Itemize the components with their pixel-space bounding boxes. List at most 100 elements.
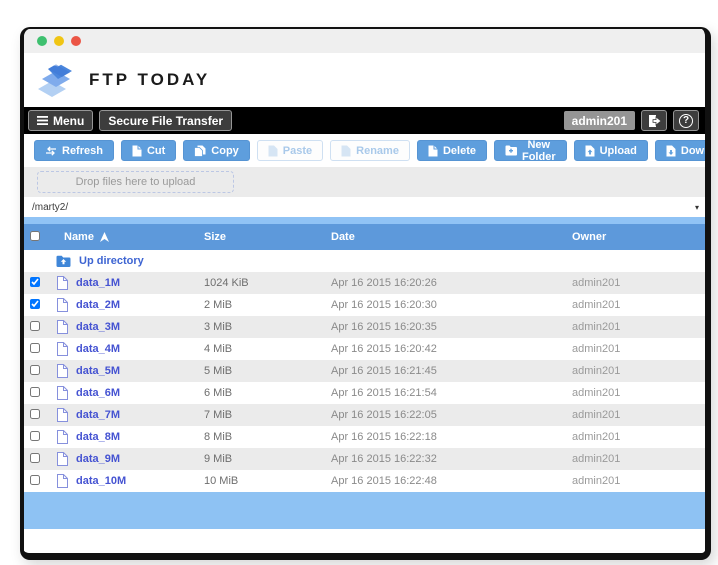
file-size: 5 MiB	[204, 365, 233, 377]
column-header-owner[interactable]: Owner	[572, 231, 607, 243]
file-icon	[56, 320, 68, 334]
new-folder-button[interactable]: New Folder	[493, 138, 567, 163]
row-checkbox[interactable]	[30, 474, 40, 485]
file-link[interactable]: data_1M	[76, 277, 121, 289]
traffic-light-green[interactable]	[37, 36, 47, 46]
current-path: /marty2/	[32, 201, 69, 213]
menu-button-label: Menu	[53, 113, 85, 128]
table-row: data_7M 7 MiB Apr 16 2015 16:22:05 admin…	[24, 404, 705, 426]
refresh-button[interactable]: Refresh	[34, 140, 114, 161]
select-all-checkbox[interactable]	[30, 230, 40, 241]
row-checkbox[interactable]	[30, 320, 40, 331]
file-date: Apr 16 2015 16:21:45	[331, 365, 437, 377]
file-icon	[428, 145, 438, 157]
row-checkbox[interactable]	[30, 276, 40, 287]
traffic-light-yellow[interactable]	[54, 36, 64, 46]
row-checkbox[interactable]	[30, 430, 40, 441]
file-size: 3 MiB	[204, 321, 233, 333]
refresh-icon	[45, 145, 57, 156]
file-icon	[132, 145, 142, 157]
file-owner: admin201	[572, 277, 621, 289]
app-title-label: Secure File Transfer	[108, 113, 224, 128]
file-icon	[56, 474, 68, 488]
paste-button[interactable]: Paste	[256, 140, 324, 161]
path-select[interactable]: /marty2/ ▾	[24, 197, 705, 217]
file-date: Apr 16 2015 16:22:18	[331, 431, 437, 443]
file-icon	[56, 452, 68, 466]
file-size: 8 MiB	[204, 431, 233, 443]
file-icon	[56, 430, 68, 444]
delete-button[interactable]: Delete	[416, 140, 487, 161]
file-icon	[56, 276, 68, 290]
brand-logo-text: FTP TODAY	[89, 70, 211, 89]
help-button[interactable]: ?	[673, 110, 699, 131]
file-link[interactable]: data_8M	[76, 431, 121, 443]
file-size: 10 MiB	[204, 475, 239, 487]
file-link[interactable]: data_10M	[76, 475, 127, 487]
file-link[interactable]: data_4M	[76, 343, 121, 355]
file-date: Apr 16 2015 16:20:26	[331, 277, 437, 289]
rename-label: Rename	[356, 144, 399, 157]
window-titlebar	[24, 29, 705, 53]
column-header-name[interactable]: Name	[52, 231, 204, 243]
chevron-down-icon: ▾	[694, 202, 699, 212]
logout-button[interactable]	[641, 110, 667, 131]
copy-files-icon	[194, 145, 206, 157]
table-row: data_9M 9 MiB Apr 16 2015 16:22:32 admin…	[24, 448, 705, 470]
brand-header: FTP TODAY	[24, 53, 705, 107]
refresh-label: Refresh	[62, 144, 103, 157]
logout-door-icon	[648, 114, 661, 127]
file-size: 6 MiB	[204, 387, 233, 399]
copy-button[interactable]: Copy	[183, 140, 250, 161]
file-owner: admin201	[572, 453, 621, 465]
file-link[interactable]: data_5M	[76, 365, 121, 377]
file-owner: admin201	[572, 343, 621, 355]
file-link[interactable]: data_6M	[76, 387, 121, 399]
file-toolbar: Refresh Cut Copy Paste Rename	[24, 134, 705, 167]
download-label: Download	[680, 144, 711, 157]
username-badge: admin201	[563, 111, 635, 130]
file-owner: admin201	[572, 321, 621, 333]
upload-button[interactable]: Upload	[573, 140, 648, 161]
paste-label: Paste	[282, 144, 313, 157]
row-checkbox[interactable]	[30, 386, 40, 397]
file-size: 1024 KiB	[204, 277, 249, 289]
row-checkbox[interactable]	[30, 298, 40, 309]
row-checkbox[interactable]	[30, 364, 40, 375]
row-checkbox[interactable]	[30, 408, 40, 419]
sort-ascending-icon	[99, 232, 109, 242]
dropzone[interactable]: Drop files here to upload	[37, 171, 234, 193]
file-link[interactable]: data_3M	[76, 321, 121, 333]
file-table-body: Up directory data_1M 1024 KiB Apr 16 201…	[24, 250, 705, 492]
file-owner: admin201	[572, 387, 621, 399]
column-header-size[interactable]: Size	[204, 231, 227, 243]
file-link[interactable]: data_2M	[76, 299, 121, 311]
file-owner: admin201	[572, 365, 621, 377]
file-icon	[56, 364, 68, 378]
file-link[interactable]: data_9M	[76, 453, 121, 465]
file-date: Apr 16 2015 16:20:42	[331, 343, 437, 355]
download-button[interactable]: Download	[654, 140, 711, 161]
table-row: data_5M 5 MiB Apr 16 2015 16:21:45 admin…	[24, 360, 705, 382]
column-header-date[interactable]: Date	[331, 231, 355, 243]
app-window: FTP TODAY Menu Secure File Transfer admi…	[20, 27, 711, 560]
folder-icon	[505, 145, 517, 156]
file-icon	[56, 342, 68, 356]
file-icon	[268, 145, 278, 157]
row-checkbox[interactable]	[30, 452, 40, 463]
menu-bar: Menu Secure File Transfer admin201 ?	[24, 107, 705, 134]
rename-button[interactable]: Rename	[330, 140, 410, 161]
traffic-light-red[interactable]	[71, 36, 81, 46]
up-directory-link[interactable]: Up directory	[79, 255, 144, 267]
new-folder-label: New Folder	[521, 138, 556, 163]
file-owner: admin201	[572, 299, 621, 311]
file-owner: admin201	[572, 475, 621, 487]
cut-button[interactable]: Cut	[120, 140, 177, 161]
menu-button[interactable]: Menu	[28, 110, 94, 131]
file-link[interactable]: data_7M	[76, 409, 121, 421]
file-icon	[56, 298, 68, 312]
file-owner: admin201	[572, 409, 621, 421]
table-row: data_3M 3 MiB Apr 16 2015 16:20:35 admin…	[24, 316, 705, 338]
table-bottom-band	[24, 492, 705, 529]
row-checkbox[interactable]	[30, 342, 40, 353]
